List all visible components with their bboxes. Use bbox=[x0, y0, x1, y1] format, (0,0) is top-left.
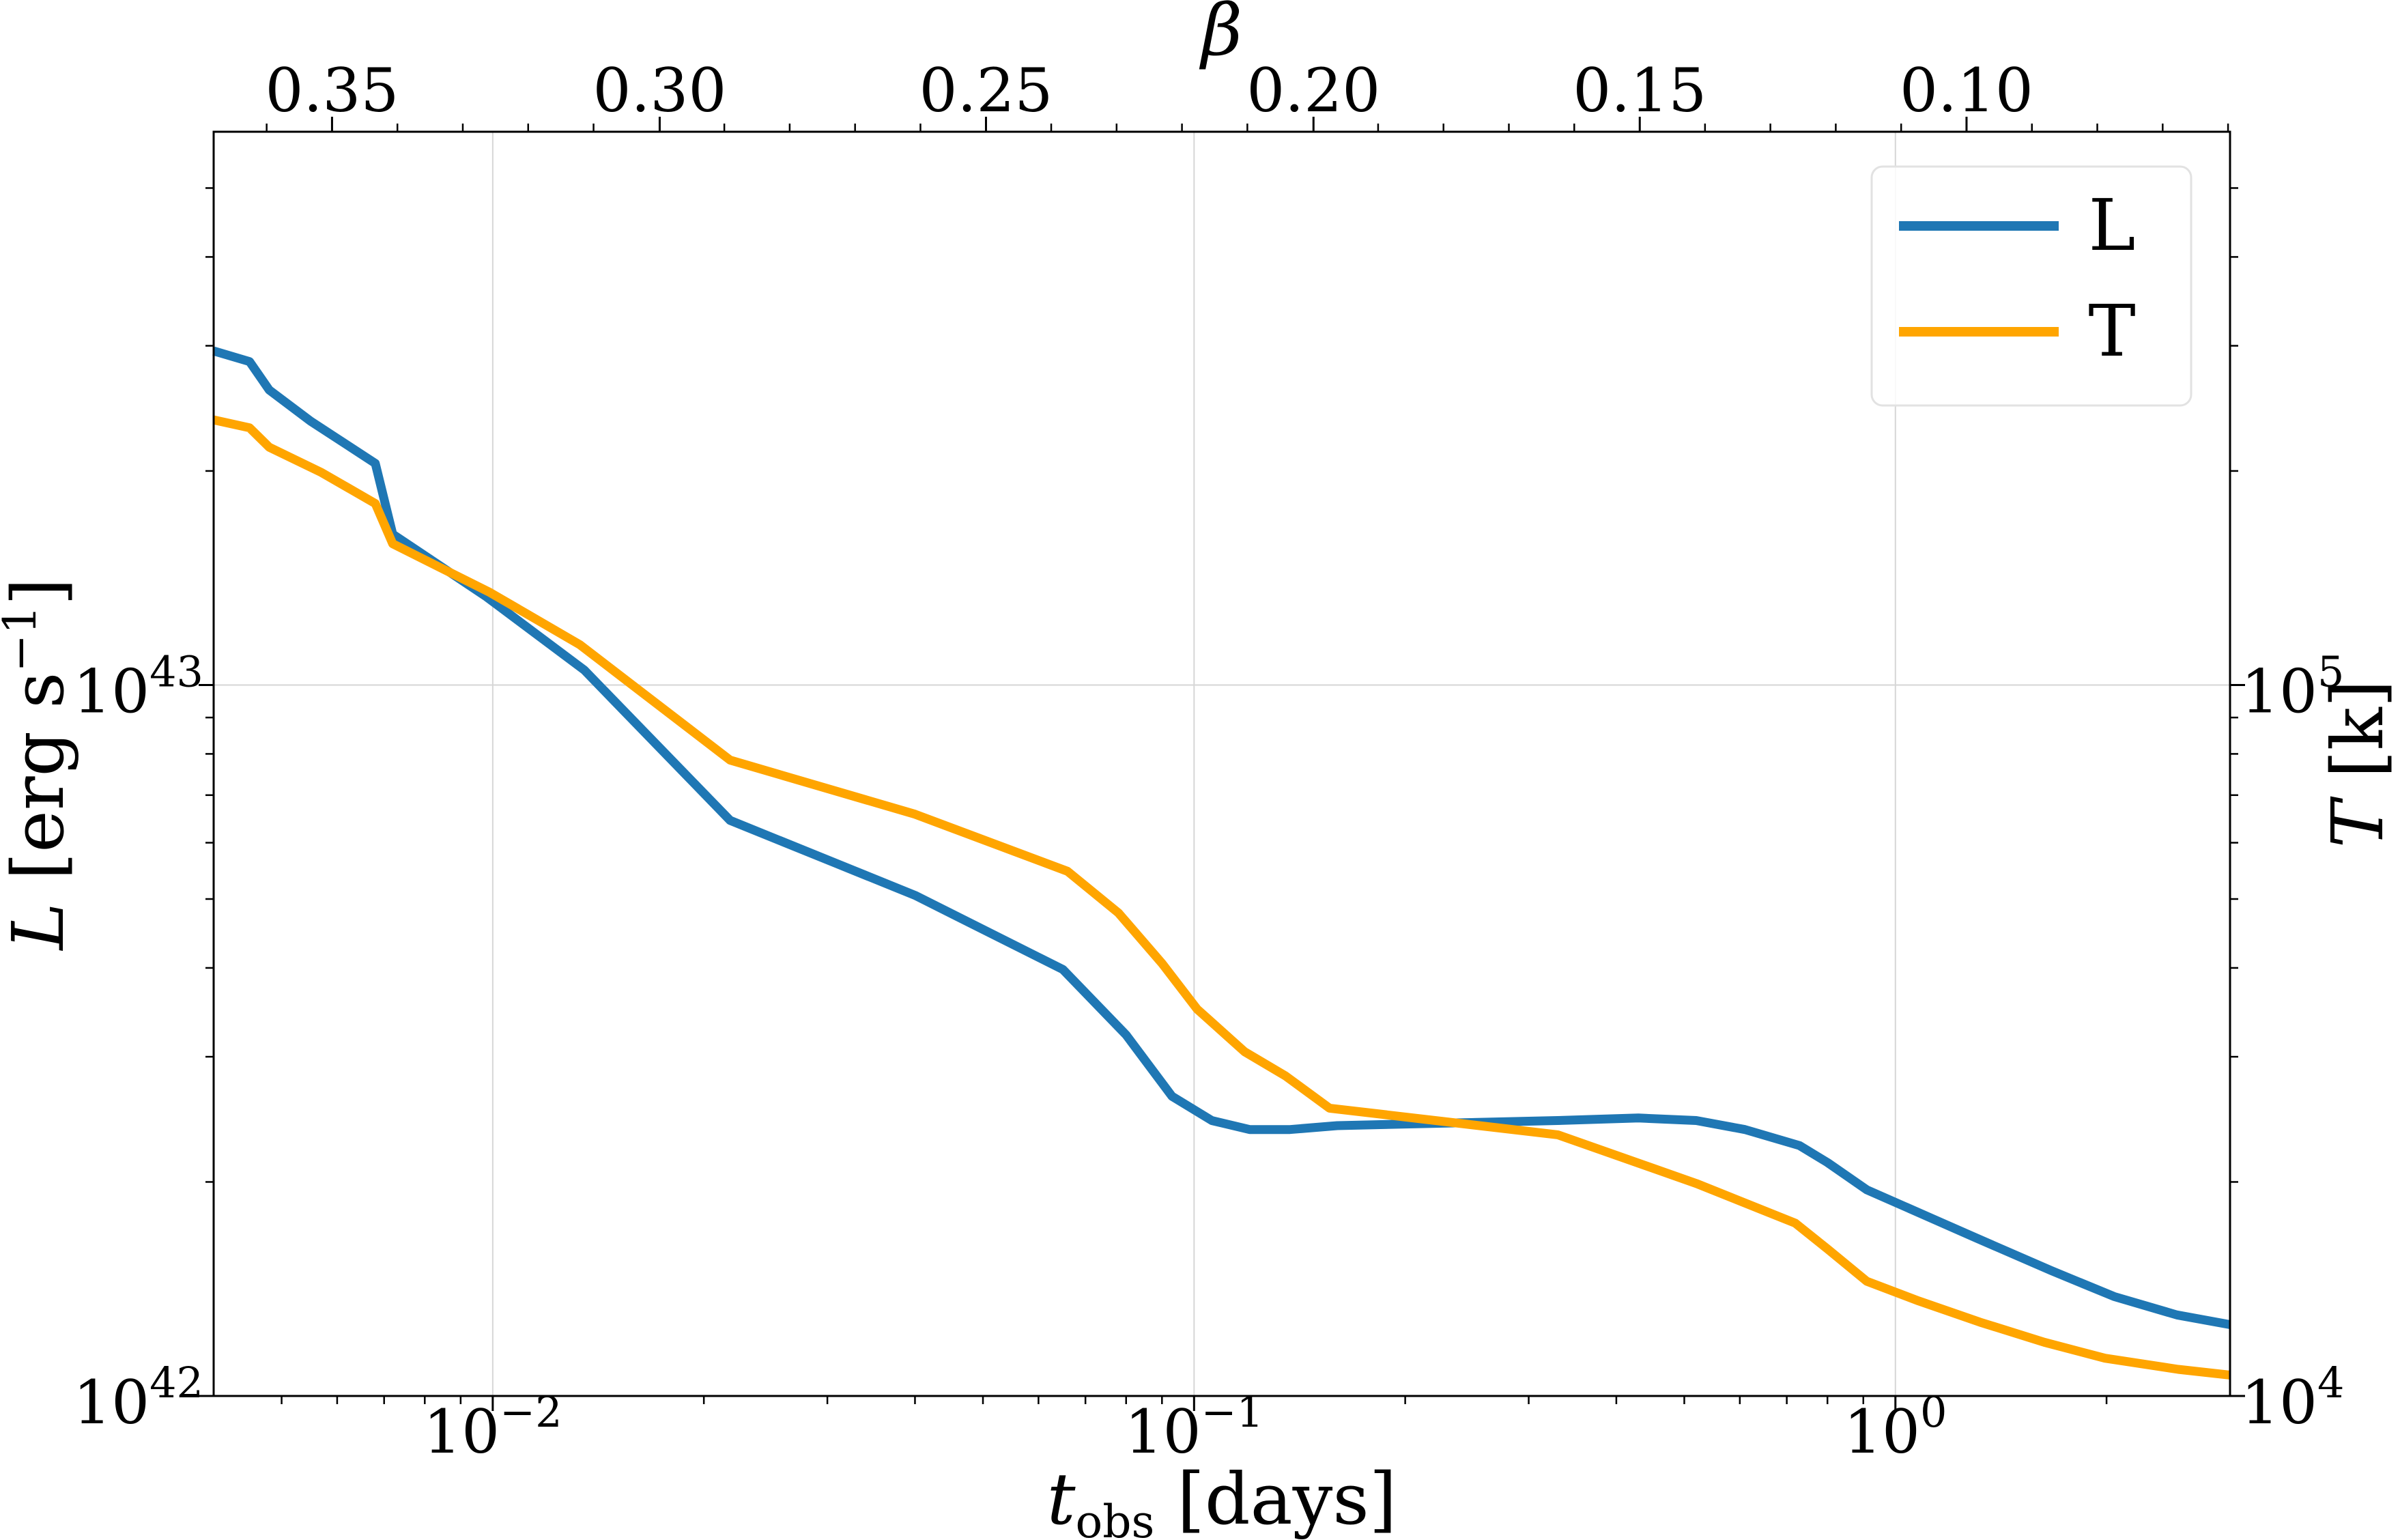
y-left-tick-label-1: 1043 bbox=[73, 646, 203, 726]
legend-box bbox=[1870, 165, 2192, 407]
legend: L T bbox=[1870, 165, 2192, 407]
x-tick-label-2: 100 bbox=[1844, 1387, 1947, 1467]
y-right-tick-label-1: 105 bbox=[2241, 646, 2344, 726]
series-layer bbox=[212, 346, 2231, 1380]
top-tick-label-5: 0.10 bbox=[1900, 55, 2033, 126]
series-line-T bbox=[212, 415, 2231, 1380]
legend-label-T: T bbox=[2088, 289, 2135, 373]
axis-tick-labels: 10−2 10−1 100 1042 1043 104 105 0.35 0.30 0.25 0.2… bbox=[73, 55, 2344, 1467]
top-tick-label-4: 0.15 bbox=[1573, 55, 1706, 126]
x-axis-title: tobs [days] bbox=[1047, 1457, 1397, 1540]
series-line-L bbox=[212, 346, 2231, 1329]
axis-ticks bbox=[199, 117, 2245, 1411]
top-tick-label-3: 0.20 bbox=[1246, 55, 1380, 126]
y-right-tick-label-0: 104 bbox=[2241, 1358, 2344, 1438]
top-axis-title-beta: β bbox=[1199, 0, 1242, 72]
legend-label-L: L bbox=[2088, 184, 2135, 267]
top-tick-label-0: 0.35 bbox=[265, 55, 399, 126]
y-left-tick-label-0: 1042 bbox=[73, 1358, 203, 1438]
top-tick-label-2: 0.25 bbox=[919, 55, 1053, 126]
x-tick-label-0: 10−2 bbox=[423, 1387, 562, 1467]
top-tick-label-1: 0.30 bbox=[592, 55, 726, 126]
y-right-axis-title: T [k] bbox=[2316, 680, 2399, 849]
plot-frame bbox=[212, 130, 2231, 1397]
x-tick-label-1: 10−1 bbox=[1125, 1387, 1263, 1467]
y-left-axis-title: L [erg s−1] bbox=[0, 578, 80, 952]
